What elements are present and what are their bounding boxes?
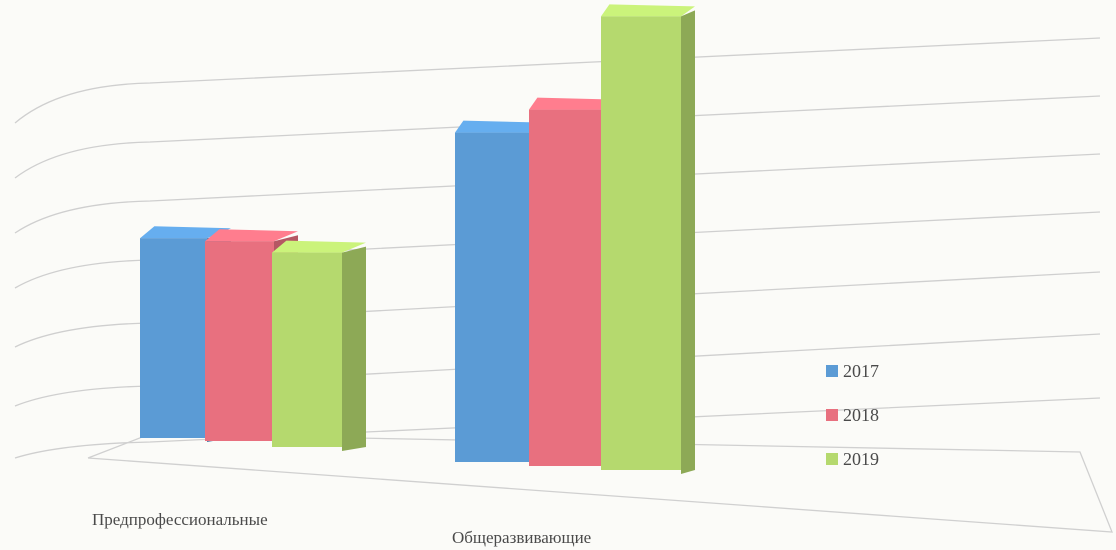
legend-item-2017: 2017 — [826, 361, 879, 381]
bar-2017-general — [455, 120, 545, 462]
bar-2018-general — [529, 97, 617, 466]
bar-2019-general — [601, 4, 695, 475]
category-labels: Предпрофессиональные Общеразвивающие — [92, 510, 591, 547]
legend-swatch — [826, 453, 838, 465]
gridline — [14, 397, 1101, 459]
category-label: Предпрофессиональные — [92, 510, 268, 529]
bars — [140, 4, 695, 475]
legend-label: 2019 — [843, 449, 879, 469]
legend-swatch — [826, 365, 838, 377]
legend-item-2019: 2019 — [826, 449, 879, 469]
gridlines — [14, 37, 1113, 533]
gridline — [14, 95, 1101, 179]
gridline — [14, 153, 1101, 234]
gridline — [14, 37, 1101, 124]
legend-label: 2018 — [843, 405, 879, 425]
legend-swatch — [826, 409, 838, 421]
legend: 2017 2018 2019 — [826, 361, 879, 469]
bar-2019-preprof — [272, 240, 366, 451]
legend-item-2018: 2018 — [826, 405, 879, 425]
floor-outline — [87, 433, 1113, 533]
legend-label: 2017 — [843, 361, 879, 381]
category-label: Общеразвивающие — [452, 528, 591, 547]
